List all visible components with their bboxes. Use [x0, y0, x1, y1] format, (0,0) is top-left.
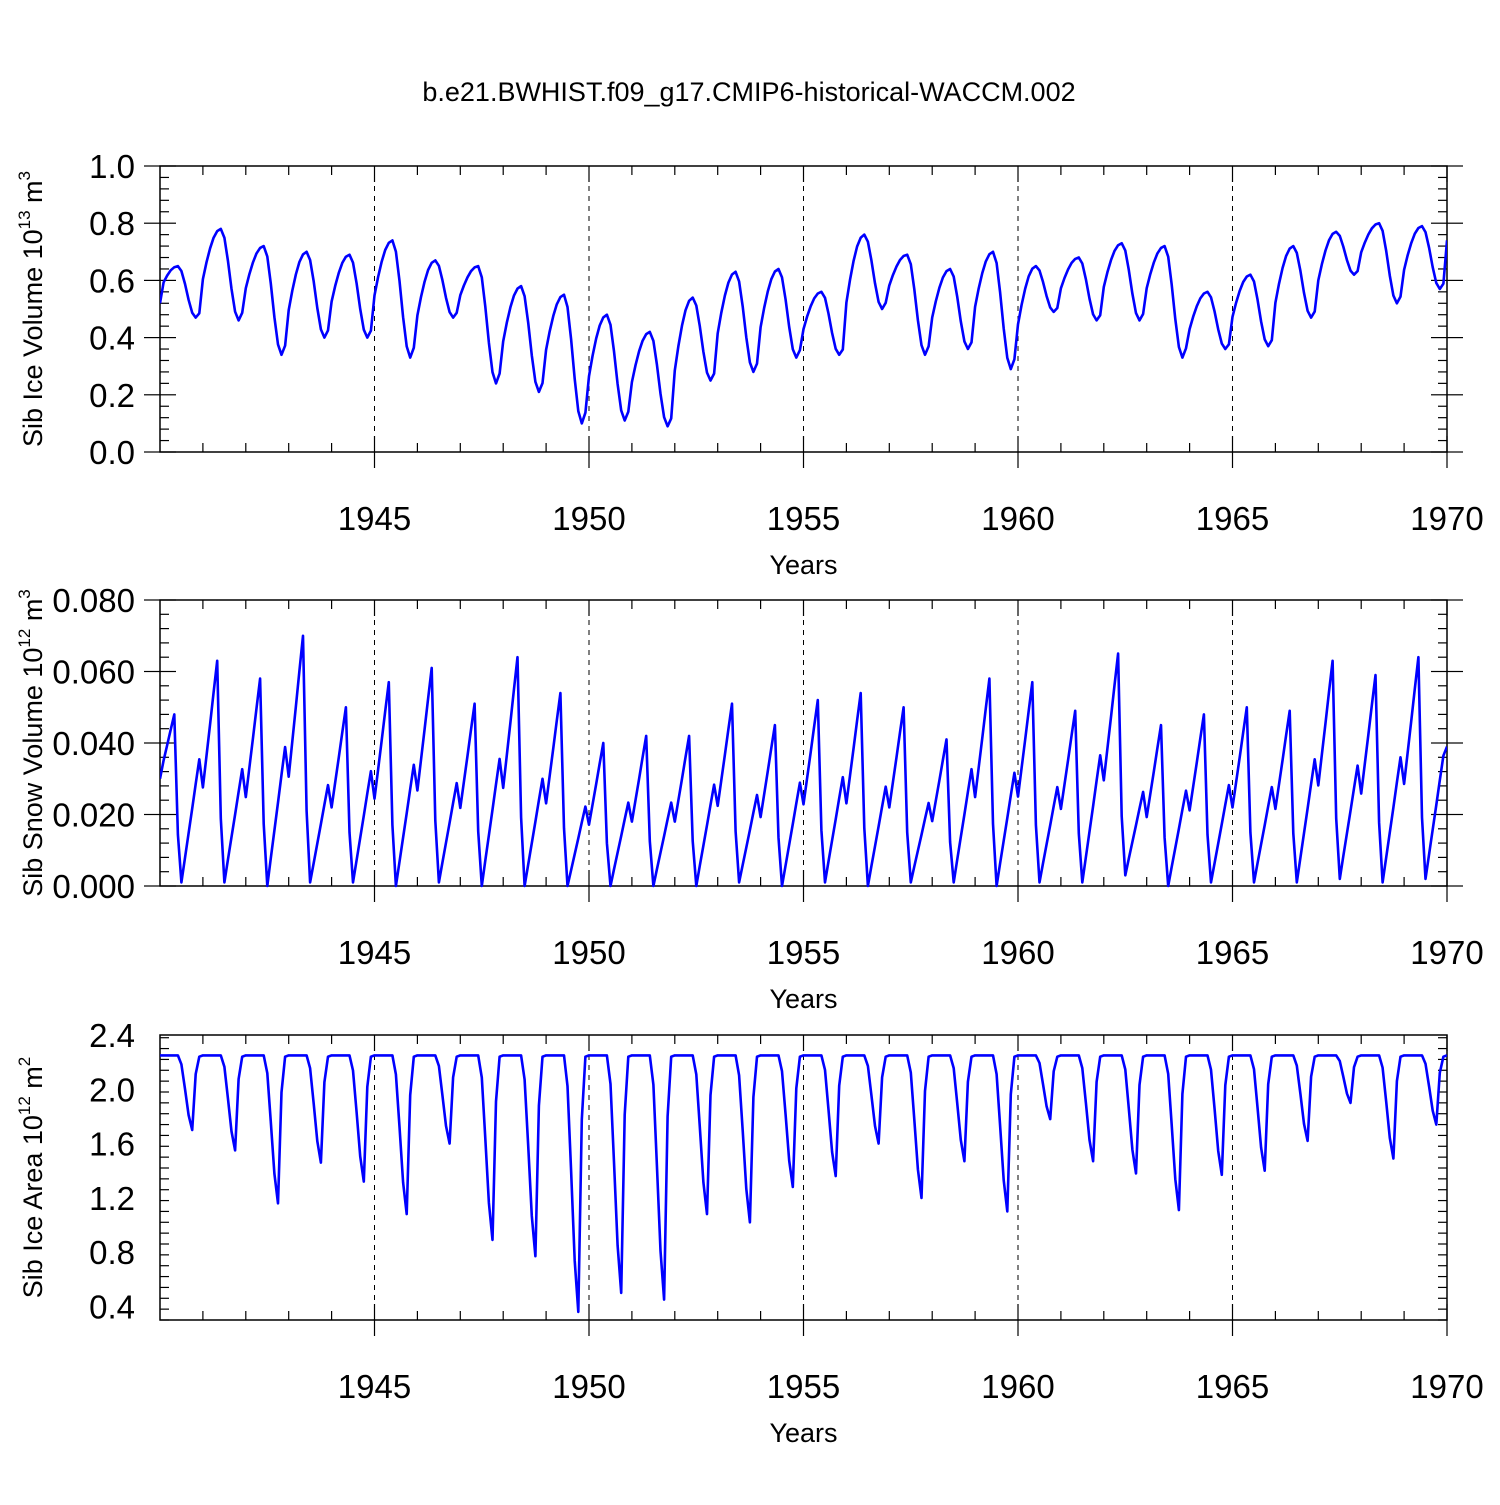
- panel-snow-volume: 0.000 0.020 0.040 0.060 0.080 1945 1950 1955 196…: [15, 582, 1484, 1014]
- x-axis-label: Years: [769, 550, 837, 580]
- y-tick-label: 0.020: [52, 797, 135, 834]
- x-tick-label: 1970: [1410, 1368, 1483, 1405]
- y-tick-label: 1.2: [89, 1180, 135, 1217]
- panel-ice-volume: 0.0 0.2 0.4 0.6 0.8 1.0 1945 1950 1955 1960 1965 19…: [15, 148, 1484, 580]
- x-tick-label: 1960: [981, 934, 1054, 971]
- y-tick-label: 1.6: [89, 1126, 135, 1163]
- y-tick-label: 0.040: [52, 725, 135, 762]
- y-axis-label: Sib Ice Area 1012 m2: [15, 1057, 48, 1299]
- y-tick-label: 0.080: [52, 582, 135, 619]
- x-tick-label: 1965: [1196, 934, 1269, 971]
- x-axis-label: Years: [769, 1418, 837, 1448]
- x-tick-label: 1970: [1410, 934, 1483, 971]
- y-tick-label: 0.060: [52, 654, 135, 691]
- series-line-snow-volume: [160, 634, 1447, 888]
- series-line-ice-area: [160, 1054, 1447, 1314]
- x-tick-label: 1955: [767, 500, 840, 537]
- x-tick-label: 1960: [981, 500, 1054, 537]
- x-tick-label: 1955: [767, 1368, 840, 1405]
- y-tick-label: 2.0: [89, 1071, 135, 1108]
- y-tick-label: 0.6: [89, 262, 135, 299]
- y-tick-label: 1.0: [89, 148, 135, 185]
- x-tick-label: 1970: [1410, 500, 1483, 537]
- y-axis-label: Sib Snow Volume 1012 m3: [15, 589, 48, 897]
- panel-ice-area: 0.4 0.8 1.2 1.6 2.0 2.4 1945 1950 1955 1960 1965 19…: [15, 1017, 1484, 1448]
- y-tick-label: 0.8: [89, 205, 135, 242]
- x-tick-label: 1955: [767, 934, 840, 971]
- x-tick-label: 1945: [338, 934, 411, 971]
- x-tick-label: 1945: [338, 1368, 411, 1405]
- x-tick-label: 1950: [552, 1368, 625, 1405]
- x-tick-label: 1965: [1196, 1368, 1269, 1405]
- x-tick-label: 1965: [1196, 500, 1269, 537]
- series-line-ice-volume: [160, 221, 1447, 428]
- y-tick-label: 0.4: [89, 320, 135, 357]
- y-tick-label: 0.8: [89, 1234, 135, 1271]
- x-axis-label: Years: [769, 984, 837, 1014]
- x-tick-label: 1945: [338, 500, 411, 537]
- y-tick-label: 0.2: [89, 377, 135, 414]
- x-tick-label: 1950: [552, 500, 625, 537]
- y-tick-label: 0.0: [89, 434, 135, 471]
- x-tick-label: 1960: [981, 1368, 1054, 1405]
- y-axis-label: Sib Ice Volume 1013 m3: [15, 171, 48, 447]
- chart-title: b.e21.BWHIST.f09_g17.CMIP6-historical-WA…: [422, 77, 1075, 107]
- x-tick-label: 1950: [552, 934, 625, 971]
- y-tick-label: 0.4: [89, 1288, 135, 1325]
- y-tick-label: 2.4: [89, 1017, 135, 1054]
- y-tick-label: 0.000: [52, 868, 135, 905]
